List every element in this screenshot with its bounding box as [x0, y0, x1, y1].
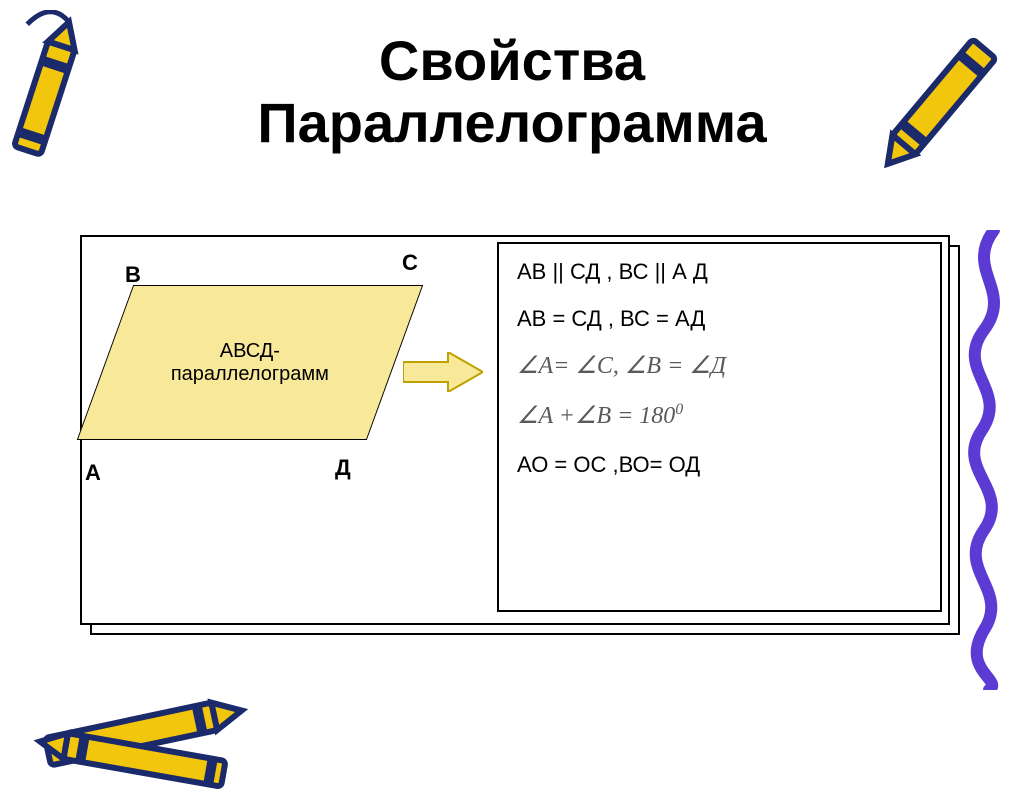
- shape-label-1: АВСД-: [220, 340, 280, 362]
- property-equal-angles: ∠A= ∠C, ∠B = ∠Д: [517, 351, 922, 382]
- property-equal-sides: АВ = СД , ВС = АД: [517, 305, 922, 334]
- crayons-bottom-left-icon: [15, 647, 275, 812]
- vertex-d: Д: [335, 455, 351, 481]
- properties-box: АВ || СД , ВС || А Д АВ = СД , ВС = АД ∠…: [497, 242, 942, 612]
- vertex-a: А: [85, 460, 101, 486]
- shape-label-2: параллелограмм: [171, 363, 329, 385]
- parallelogram-label: АВСД- параллелограмм: [171, 340, 329, 386]
- angle-sum-sup: 0: [675, 401, 683, 418]
- crayon-top-right-icon: [849, 5, 1024, 200]
- slide: Свойства Параллелограмма АВСД- параллело…: [0, 30, 1024, 797]
- squiggle-right-icon: [954, 230, 1024, 695]
- title-line-2: Параллелограмма: [257, 91, 766, 154]
- title-line-1: Свойства: [379, 29, 645, 92]
- crayon-top-left-icon: [0, 10, 110, 195]
- property-diagonals: АО = ОС ,ВО= ОД: [517, 451, 922, 480]
- angle-sum-base: ∠A +∠B = 180: [517, 403, 675, 429]
- vertex-c: С: [402, 250, 418, 276]
- property-parallel: АВ || СД , ВС || А Д: [517, 258, 922, 287]
- property-angle-sum: ∠A +∠B = 1800: [517, 400, 922, 432]
- vertex-b: В: [125, 262, 141, 288]
- arrow-icon: [403, 352, 483, 392]
- parallelogram-shape: АВСД- параллелограмм: [77, 285, 423, 440]
